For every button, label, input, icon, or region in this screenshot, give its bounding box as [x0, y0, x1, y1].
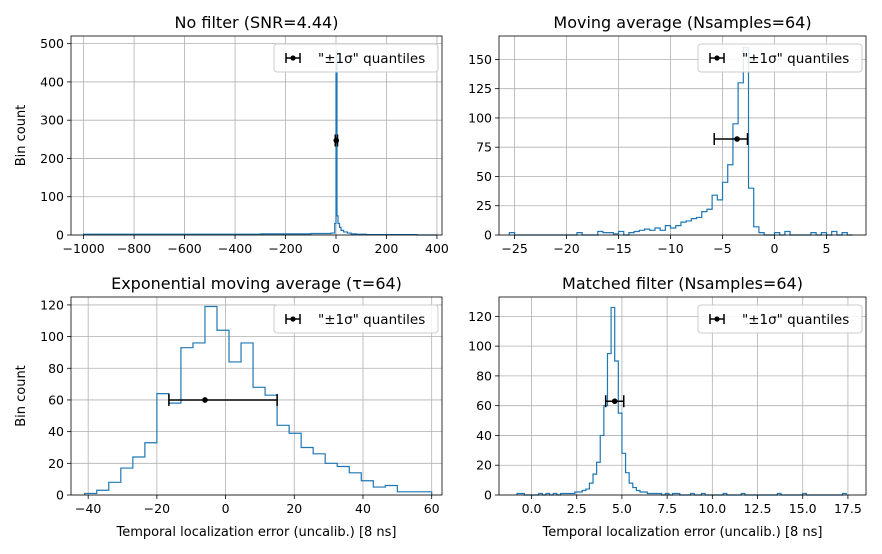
y-tick-label: 25 — [476, 198, 492, 213]
y-tick-label: 20 — [48, 456, 64, 471]
x-tick-label: −400 — [218, 241, 252, 256]
x-tick-label: −1000 — [62, 241, 104, 256]
axes-frame — [70, 296, 443, 496]
chart-title: Exponential moving average (τ=64) — [111, 274, 402, 293]
x-tick-label: −10 — [657, 241, 683, 256]
y-tick-label: 60 — [48, 392, 64, 407]
y-tick-label: 100 — [468, 339, 492, 354]
y-tick-label: 200 — [40, 151, 64, 166]
y-tick-label: 500 — [40, 36, 64, 51]
x-tick-label: 10.0 — [698, 501, 726, 516]
y-tick-label: 120 — [468, 309, 492, 324]
y-tick-label: 125 — [468, 81, 492, 96]
x-tick-label: −25 — [501, 241, 527, 256]
chart-panel-1: −1000 −800 −600 −400 −200 0 200 400 0 100 200 300 40… — [14, 13, 449, 256]
x-tick-label: 0 — [771, 241, 779, 256]
x-tick-label: 0 — [332, 241, 340, 256]
x-tick-label: −20 — [144, 501, 170, 516]
x-tick-label: 15.0 — [789, 501, 817, 516]
y-tick-label: 80 — [476, 368, 492, 383]
y-tick-label: 20 — [476, 458, 492, 473]
x-tick-label: 7.5 — [657, 501, 677, 516]
x-tick-label: −40 — [75, 501, 101, 516]
y-tick-label: 300 — [40, 113, 64, 128]
y-tick-label: 60 — [476, 398, 492, 413]
chart-title: Matched filter (Nsamples=64) — [562, 274, 803, 293]
x-axis-label: Temporal localization error (uncalib.) [… — [115, 525, 396, 540]
legend: "±1σ" quantiles — [273, 43, 439, 73]
axes-frame — [70, 35, 443, 236]
legend: "±1σ" quantiles — [273, 304, 439, 334]
axes-frame — [498, 35, 867, 236]
legend-marker — [285, 314, 301, 324]
chart-title: Moving average (Nsamples=64) — [553, 13, 811, 32]
x-tick-label: 400 — [425, 241, 449, 256]
y-tick-label: 40 — [476, 428, 492, 443]
y-axis-label: Bin count — [14, 365, 29, 427]
legend-marker — [709, 53, 725, 63]
y-tick-label: 0 — [56, 488, 64, 503]
x-tick-label: 0 — [222, 501, 230, 516]
y-axis-label: Bin count — [14, 105, 29, 167]
quantile-errorbar — [604, 395, 625, 408]
x-tick-label: 40 — [355, 501, 371, 516]
x-tick-label: −20 — [553, 241, 579, 256]
y-tick-label: 100 — [40, 329, 64, 344]
axes-frame — [498, 296, 867, 496]
x-tick-label: −200 — [268, 241, 302, 256]
y-tick-label: 400 — [40, 74, 64, 89]
y-tick-label: 40 — [48, 424, 64, 439]
x-tick-label: −600 — [167, 241, 201, 256]
legend: "±1σ" quantiles — [697, 304, 863, 334]
chart-title: No filter (SNR=4.44) — [175, 13, 339, 32]
quantile-errorbar — [713, 133, 749, 146]
y-tick-label: 0 — [484, 488, 492, 503]
x-tick-label: 2.5 — [567, 501, 587, 516]
x-tick-label: 0.0 — [522, 501, 542, 516]
y-tick-label: 0 — [484, 228, 492, 243]
y-tick-label: 100 — [40, 189, 64, 204]
legend-label: "±1σ" quantiles — [318, 312, 425, 328]
x-tick-label: −15 — [605, 241, 631, 256]
x-tick-label: −5 — [713, 241, 731, 256]
quantile-errorbar — [168, 393, 278, 406]
legend-marker — [285, 53, 301, 63]
x-tick-label: 5 — [823, 241, 831, 256]
x-tick-label: 12.5 — [744, 501, 772, 516]
x-tick-label: −800 — [117, 241, 151, 256]
x-tick-label: 17.5 — [834, 501, 862, 516]
legend-marker — [709, 314, 725, 324]
x-tick-label: 20 — [286, 501, 302, 516]
histogram-series — [84, 305, 433, 495]
chart-panel-4: 0.0 2.5 5.0 7.5 10.0 12.5 15.0 17.5 0 20 40 60 80 100… — [468, 274, 867, 540]
y-tick-label: 0 — [56, 228, 64, 243]
histogram-series — [516, 306, 847, 496]
x-tick-label: 200 — [375, 241, 399, 256]
histogram-series — [508, 47, 853, 236]
quantile-errorbar — [333, 134, 340, 147]
legend: "±1σ" quantiles — [697, 43, 863, 73]
legend-label: "±1σ" quantiles — [742, 51, 849, 67]
x-tick-label: 60 — [424, 501, 440, 516]
chart-panel-3: −40 −20 0 20 40 60 0 20 40 60 80 100 120 Exponential … — [14, 274, 443, 540]
histogram-series — [83, 50, 437, 236]
legend-label: "±1σ" quantiles — [318, 51, 425, 67]
y-tick-label: 75 — [476, 140, 492, 155]
legend-label: "±1σ" quantiles — [742, 312, 849, 328]
y-tick-label: 150 — [468, 52, 492, 67]
x-tick-label: 5.0 — [612, 501, 632, 516]
y-tick-label: 120 — [40, 297, 64, 312]
y-tick-label: 80 — [48, 361, 64, 376]
y-tick-label: 100 — [468, 110, 492, 125]
x-axis-label: Temporal localization error (uncalib.) [… — [541, 525, 822, 540]
y-tick-label: 50 — [476, 169, 492, 184]
